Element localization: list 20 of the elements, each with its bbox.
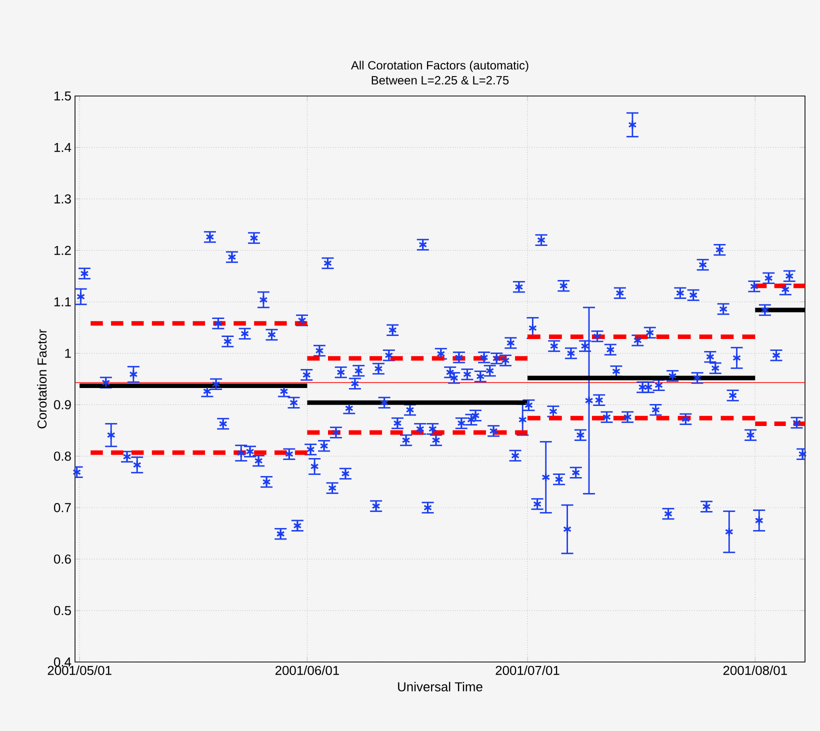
x-tick-label: 2001/06/01 xyxy=(275,666,339,676)
chart-title: All Corotation Factors (automatic) xyxy=(350,60,528,72)
x-tick-label: 2001/08/01 xyxy=(723,666,787,676)
y-tick-label: 0.5 xyxy=(54,606,71,616)
y-tick-label: 0.8 xyxy=(54,452,71,461)
x-tick-label: 2001/07/01 xyxy=(496,666,560,676)
y-axis-title: Corotation Factor xyxy=(37,329,47,428)
y-tick-label: 1.1 xyxy=(54,297,71,306)
y-tick-label: 1.5 xyxy=(54,91,71,101)
chart-subtitle: Between L=2.25 & L=2.75 xyxy=(372,76,509,84)
y-tick-label: 0.7 xyxy=(54,503,71,512)
y-tick-label: 1.2 xyxy=(54,246,71,255)
y-tick-label: 0.9 xyxy=(54,400,71,410)
y-tick-label: 1 xyxy=(65,348,71,358)
y-tick-label: 1.3 xyxy=(54,194,71,204)
y-tick-label: 0.6 xyxy=(54,554,71,564)
x-tick-label: 2001/05/01 xyxy=(48,666,112,676)
y-tick-label: 1.4 xyxy=(54,142,72,152)
x-axis-title: Universal Time xyxy=(398,682,482,692)
y-tick-label: 0.4 xyxy=(54,657,72,667)
